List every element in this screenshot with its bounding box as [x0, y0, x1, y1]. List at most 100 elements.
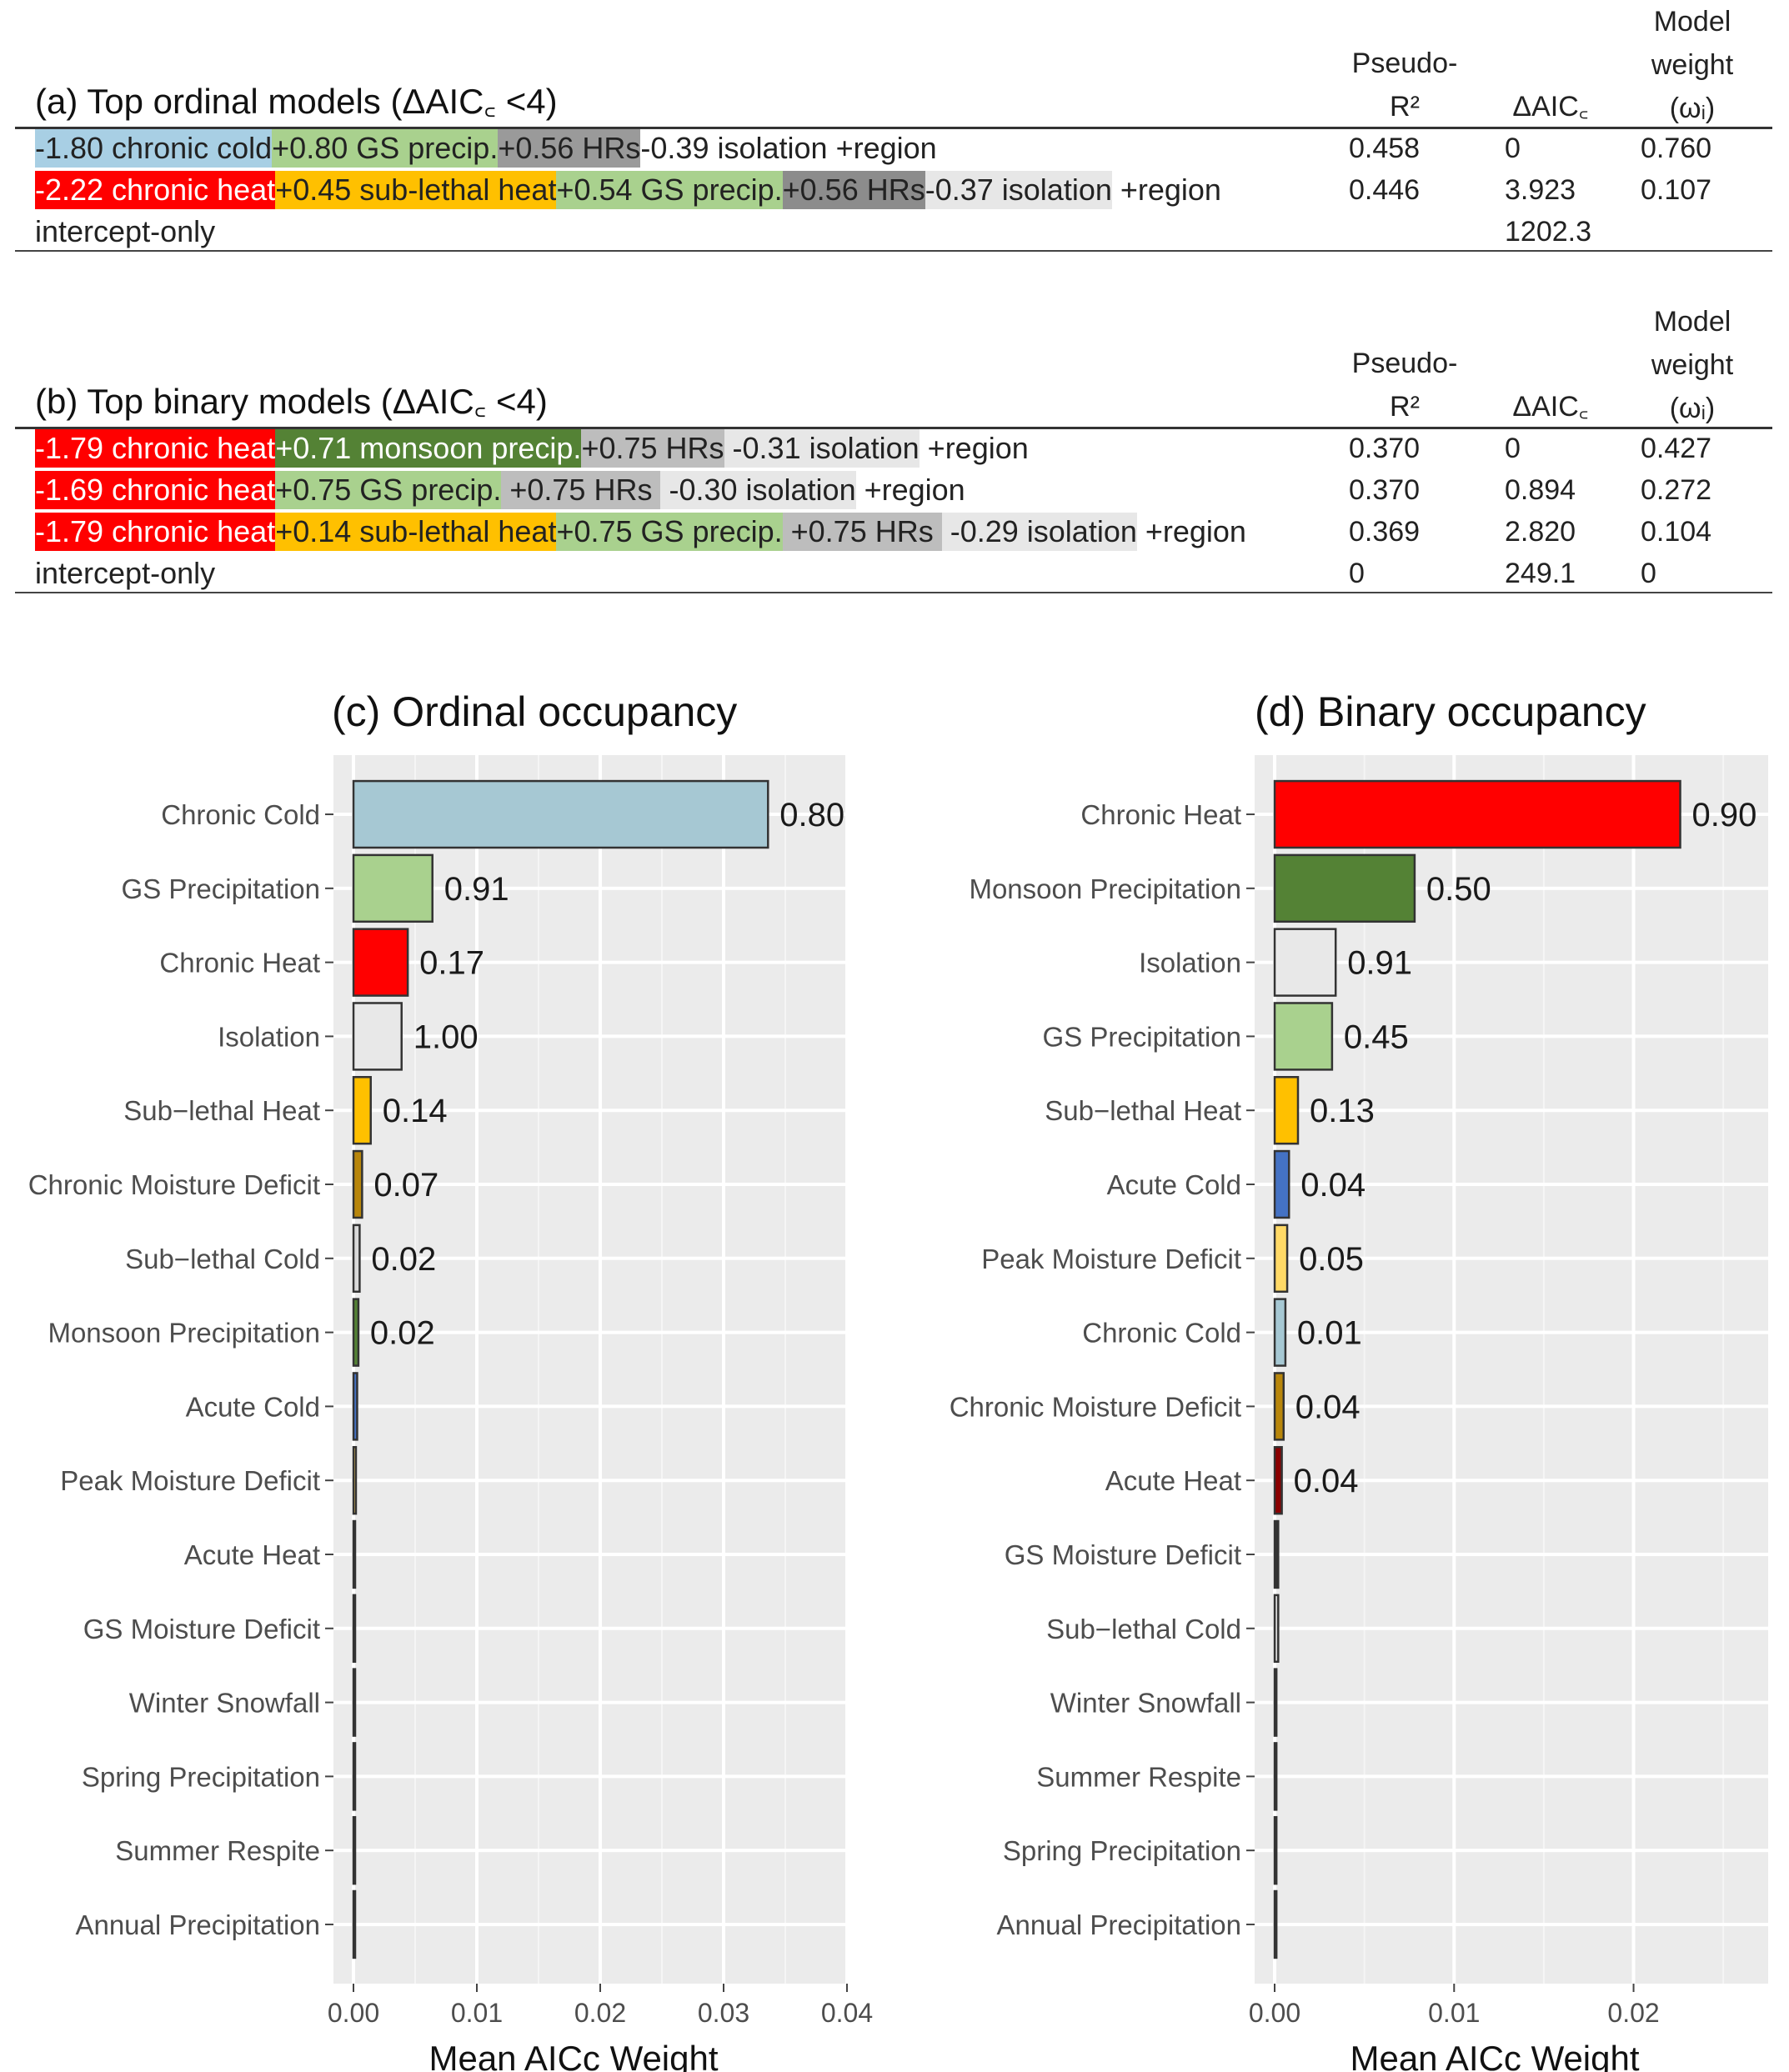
- bar-label: 0.02: [370, 1315, 435, 1352]
- bar: [1273, 1668, 1278, 1737]
- category-label: GS Precipitation: [1043, 1021, 1241, 1052]
- category-label: Winter Snowfall: [129, 1688, 320, 1719]
- category-label: Chronic Cold: [161, 799, 320, 830]
- category-label: GS Moisture Deficit: [1005, 1539, 1241, 1570]
- model-term: +region: [1111, 171, 1221, 209]
- model-term: +0.14 sub-lethal heat: [275, 513, 557, 551]
- bar: [352, 1076, 372, 1145]
- model-term: +0.75 HRs: [581, 429, 724, 468]
- x-tick-label: 0.01: [1428, 1998, 1480, 2028]
- category-label: Summer Respite: [1036, 1761, 1241, 1792]
- model-term: +0.80 GS precip.: [272, 129, 499, 168]
- bar-label: 0.91: [1347, 945, 1412, 982]
- model-term: -1.80 chronic cold: [35, 129, 273, 168]
- cell-delta-aic: 1202.3: [1505, 216, 1591, 248]
- table-b-header-pseudo-r2: Pseudo- R²: [1351, 348, 1458, 423]
- model-term: +region: [855, 471, 965, 509]
- model-row: -1.69 chronic heat +0.75 GS precip. +0.75…: [35, 471, 965, 509]
- table-a-top-rule: [15, 127, 1772, 129]
- bar: [1273, 779, 1681, 849]
- chart-c-title: (c) Ordinal occupancy: [332, 688, 738, 735]
- model-term: -0.31 isolation: [724, 429, 920, 468]
- model-term: intercept-only: [35, 213, 216, 251]
- model-term: -2.22 chronic heat: [35, 171, 276, 209]
- category-label: Acute Cold: [186, 1391, 320, 1422]
- bar: [352, 1372, 358, 1441]
- x-axis-title: Mean AICc Weight: [1350, 2039, 1639, 2072]
- bar-label: 0.05: [1299, 1241, 1364, 1278]
- bar: [352, 1298, 360, 1367]
- cell-weight: 0.760: [1641, 133, 1712, 164]
- category-label: Acute Heat: [1105, 1465, 1241, 1496]
- model-term: intercept-only: [35, 554, 216, 593]
- bar-label: 0.45: [1344, 1018, 1409, 1055]
- category-label: GS Precipitation: [122, 873, 320, 904]
- plot-background: [1255, 755, 1768, 1984]
- category-label: Chronic Cold: [1082, 1318, 1241, 1349]
- cell-pseudo-r2: 0.446: [1349, 174, 1421, 206]
- bar: [352, 1519, 357, 1589]
- cell-delta-aic: 3.923: [1505, 174, 1576, 206]
- category-label: Monsoon Precipitation: [48, 1318, 320, 1349]
- x-tick-label: 0.02: [1607, 1998, 1659, 2028]
- cell-delta-aic: 249.1: [1505, 558, 1576, 589]
- model-term: -0.29 isolation: [941, 513, 1137, 551]
- bar-label: 0.80: [779, 797, 844, 833]
- category-label: Acute Cold: [1107, 1169, 1241, 1200]
- category-label: Annual Precipitation: [996, 1909, 1241, 1940]
- model-term: +0.75 GS precip.: [556, 513, 783, 551]
- bar: [352, 1594, 357, 1663]
- x-tick-label: 0.01: [451, 1998, 503, 2028]
- model-term: -1.79 chronic heat: [35, 513, 276, 551]
- bar: [1273, 1445, 1283, 1515]
- model-term: +region: [1136, 513, 1246, 551]
- bar-label: 0.13: [1310, 1093, 1375, 1129]
- bar: [352, 1889, 357, 1959]
- cell-weight: 0.272: [1641, 474, 1712, 506]
- model-term: -1.69 chronic heat: [35, 471, 276, 509]
- category-label: Isolation: [1139, 948, 1241, 978]
- bar: [352, 779, 769, 849]
- table-a-header-pseudo-r2: Pseudo- R²: [1351, 48, 1458, 123]
- bar: [1273, 853, 1416, 923]
- bar: [1273, 1519, 1280, 1589]
- bar-label: 1.00: [413, 1018, 479, 1055]
- model-term: +0.54 GS precip.: [556, 171, 783, 209]
- cell-pseudo-r2: 0.370: [1349, 474, 1421, 506]
- model-term: +0.56 HRs: [498, 129, 641, 168]
- table-b-title: (b) Top binary models (ΔAIC꜀ <4): [35, 382, 548, 421]
- bar: [352, 1445, 358, 1515]
- model-term: -0.30 isolation: [660, 471, 856, 509]
- model-term: +0.75 GS precip.: [275, 471, 502, 509]
- bar: [352, 853, 433, 923]
- model-term: +0.75 HRs: [501, 471, 661, 509]
- x-tick-label: 0.02: [574, 1998, 626, 2028]
- bar: [1273, 1002, 1334, 1071]
- bar-label: 0.50: [1426, 871, 1491, 908]
- cell-delta-aic: 0: [1505, 433, 1521, 464]
- category-label: Monsoon Precipitation: [969, 873, 1241, 904]
- x-tick-label: 0.00: [328, 1998, 379, 2028]
- x-tick-label: 0.03: [698, 1998, 749, 2028]
- bar: [1273, 1889, 1278, 1959]
- bar: [1273, 1149, 1290, 1219]
- table-a-header-weight: Model weight (ωᵢ): [1651, 6, 1734, 124]
- category-label: Sub−lethal Heat: [1045, 1095, 1241, 1126]
- cell-pseudo-r2: 0.369: [1349, 516, 1421, 548]
- cell-weight: 0.427: [1641, 433, 1712, 464]
- model-row: -1.79 chronic heat +0.14 sub-lethal heat +…: [35, 513, 1246, 551]
- model-term: -1.79 chronic heat: [35, 429, 276, 468]
- table-a-header-delta-aic: ΔAIC꜀: [1512, 91, 1589, 123]
- table-b-header-delta-aic: ΔAIC꜀: [1512, 391, 1589, 423]
- model-term: -0.37 isolation: [925, 171, 1112, 209]
- model-row: -2.22 chronic heat +0.45 sub-lethal heat +…: [35, 171, 1221, 209]
- bar-label: 0.17: [419, 945, 484, 982]
- bar-label: 0.01: [1297, 1315, 1362, 1352]
- bar: [1273, 1742, 1278, 1811]
- cell-delta-aic: 0.894: [1505, 474, 1576, 506]
- category-label: GS Moisture Deficit: [83, 1614, 320, 1644]
- category-label: Chronic Heat: [159, 948, 320, 978]
- model-term: +0.75 HRs: [782, 513, 942, 551]
- model-term: +region: [827, 129, 937, 168]
- category-label: Annual Precipitation: [75, 1909, 320, 1940]
